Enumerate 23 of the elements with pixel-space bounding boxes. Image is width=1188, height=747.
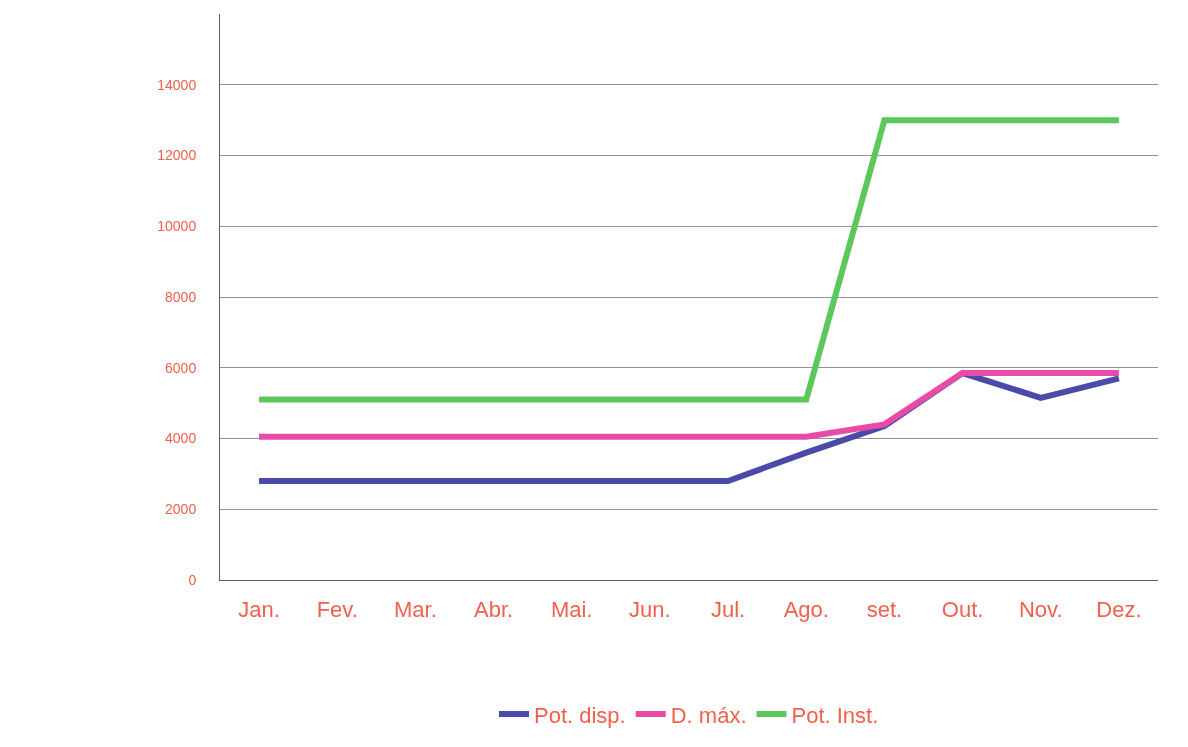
y-tick-label: 4000 [165,430,197,447]
legend-label: Pot. disp. [534,702,626,728]
x-tick-label: Mai. [550,597,593,623]
x-tick-label: Nov. [1018,597,1063,623]
x-tick-label: Abr. [474,597,514,623]
y-tick-label: 0 [188,571,197,588]
y-tick-label: 8000 [165,288,197,305]
legend-label: Pot. Inst. [791,702,879,728]
y-tick-label: 6000 [165,359,197,376]
x-tick-label: Jul. [710,597,746,623]
legend-label: D. máx. [670,702,747,728]
y-tick-label: 12000 [157,147,197,164]
x-tick-label: Jan. [238,597,280,623]
x-tick-label: Mar. [394,597,437,623]
x-tick-label: Dez. [1096,597,1142,623]
x-tick-label: Out. [941,597,984,623]
x-tick-label: set. [866,597,903,623]
y-tick-label: 14000 [157,76,197,93]
x-tick-label: Jun. [629,597,671,623]
x-tick-label: Ago. [783,597,829,623]
x-tick-label: Fev. [316,597,358,623]
y-tick-label: 2000 [165,501,197,518]
y-tick-label: 10000 [157,218,197,235]
